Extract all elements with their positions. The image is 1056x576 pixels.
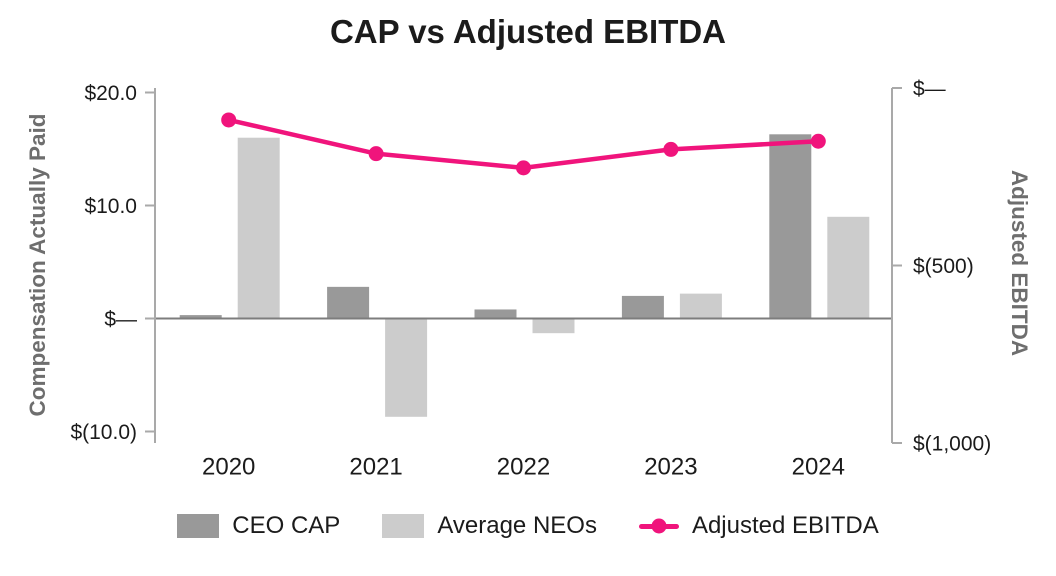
legend-label-average-neos: Average NEOs <box>437 512 597 539</box>
bar-average-neos-2024 <box>827 216 870 319</box>
x-label-2020: 2020 <box>202 453 255 480</box>
legend-item-average-neos: Average NEOs <box>382 512 597 540</box>
legend-item-ceo-cap: CEO CAP <box>177 512 340 540</box>
left-tick-label: $— <box>104 308 137 331</box>
x-label-2023: 2023 <box>644 453 697 480</box>
left-tick-label: $(10.0) <box>70 421 137 444</box>
adjusted-ebitda-point-2022 <box>516 160 531 176</box>
average-neos-swatch <box>382 514 425 538</box>
legend: CEO CAP Average NEOs Adjusted EBITDA <box>0 512 1056 540</box>
right-tick-label: $— <box>913 77 946 100</box>
ceo-cap-swatch <box>177 514 220 538</box>
x-label-2024: 2024 <box>792 453 845 480</box>
bar-average-neos-2022 <box>532 318 575 334</box>
bar-average-neos-2021 <box>385 318 428 417</box>
adjusted-ebitda-point-2024 <box>810 133 826 149</box>
chart-title: CAP vs Adjusted EBITDA <box>329 13 727 50</box>
bar-ceo-cap-2023 <box>621 295 664 319</box>
bar-ceo-cap-2020 <box>179 315 222 319</box>
x-label-2021: 2021 <box>349 453 402 480</box>
left-tick-label: $10.0 <box>84 195 137 218</box>
bar-average-neos-2020 <box>237 137 280 319</box>
adjusted-ebitda-line-swatch <box>638 518 679 534</box>
legend-label-adjusted-ebitda: Adjusted EBITDA <box>691 512 879 539</box>
right-tick-label: $(1,000) <box>913 432 991 455</box>
adjusted-ebitda-dot-icon <box>651 518 667 534</box>
bar-ceo-cap-2022 <box>474 309 517 319</box>
bar-average-neos-2023 <box>679 293 722 319</box>
right-tick-label: $(500) <box>913 255 974 278</box>
legend-item-adjusted-ebitda: Adjusted EBITDA <box>638 512 879 540</box>
bar-ceo-cap-2024 <box>769 134 812 319</box>
adjusted-ebitda-point-2023 <box>663 141 679 157</box>
adjusted-ebitda-point-2020 <box>221 112 237 128</box>
adjusted-ebitda-point-2021 <box>368 146 384 162</box>
left-tick-label: $20.0 <box>84 82 137 105</box>
bar-ceo-cap-2021 <box>327 286 370 319</box>
legend-label-ceo-cap: CEO CAP <box>232 512 341 539</box>
x-label-2022: 2022 <box>497 453 550 480</box>
